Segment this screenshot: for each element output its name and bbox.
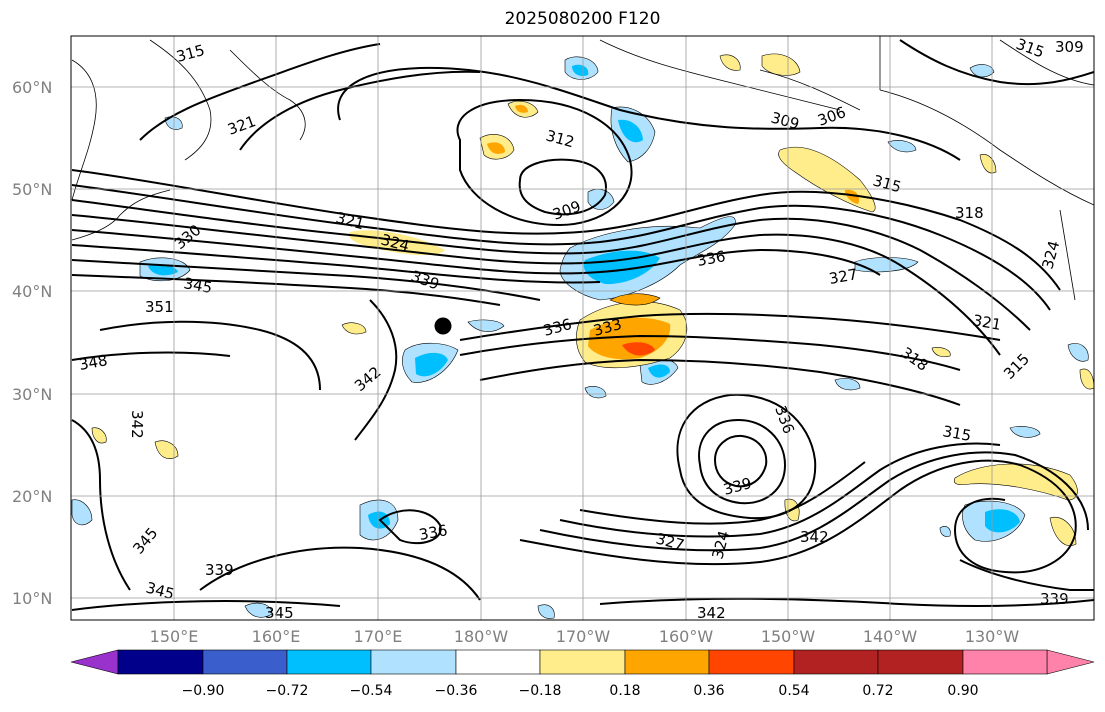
contour-label-342-d: 342 [697, 604, 726, 622]
contour-label-348: 348 [78, 351, 109, 374]
contour-label-345-d: 345 [265, 604, 294, 622]
colorbar-tick: −0.72 [265, 683, 309, 699]
location-marker [434, 317, 452, 335]
colorbar-tick: 0.54 [778, 683, 810, 699]
colorbar-segment [455, 649, 541, 675]
lat-label-10n: 10°N [12, 589, 53, 608]
lon-label-170w: 170°W [555, 627, 611, 646]
colorbar-segment [539, 649, 626, 675]
colorbar-tick: 0.72 [862, 683, 894, 699]
colorbar-tick: 0.90 [947, 683, 979, 699]
thickness-contours [71, 39, 1094, 611]
colorbar-segment [962, 649, 1048, 675]
lat-label-20n: 20°N [12, 487, 53, 506]
contour-label-339-d: 339 [1040, 590, 1069, 608]
contour-label-327: 327 [828, 265, 859, 288]
colorbar-segment [117, 649, 204, 675]
lat-label-40n: 40°N [12, 282, 53, 301]
colorbar-segment [793, 649, 879, 675]
lon-label-150e: 150°E [149, 627, 199, 646]
lat-label-60n: 60°N [12, 78, 53, 97]
lon-label-150w: 150°W [760, 627, 816, 646]
contour-label-321-c: 321 [971, 311, 1002, 334]
colorbar-extend-low [70, 649, 119, 675]
contour-label-336-d: 336 [418, 521, 449, 544]
colorbar-segment [877, 649, 964, 675]
contour-label-309-c: 309 [1055, 38, 1084, 56]
colorbar-segment [624, 649, 710, 675]
lon-label-140w: 140°W [862, 627, 918, 646]
contour-label-318: 318 [955, 204, 984, 222]
map-frame [70, 35, 1095, 621]
contour-label-339-c: 339 [205, 561, 234, 579]
colorbar-tick: −0.36 [434, 683, 478, 699]
colorbar-segment [286, 649, 372, 675]
lon-label-170e: 170°E [353, 627, 403, 646]
colorbar-tick: 0.18 [609, 683, 641, 699]
colorbar-tick: 0.36 [693, 683, 725, 699]
contour-label-342-b: 342 [128, 410, 146, 439]
colorbar-segment [370, 649, 457, 675]
lat-label-50n: 50°N [12, 180, 53, 199]
colorbar-segment [708, 649, 795, 675]
colorbar [70, 649, 1095, 675]
lat-label-30n: 30°N [12, 385, 53, 404]
colorbar-tick: −0.18 [518, 683, 562, 699]
colorbar-tick: −0.90 [181, 683, 225, 699]
lon-label-130w: 130°W [964, 627, 1020, 646]
lon-label-160e: 160°E [251, 627, 301, 646]
colorbar-tick: −0.54 [349, 683, 393, 699]
lon-label-160w: 160°W [658, 627, 714, 646]
colorbar-segment [202, 649, 288, 675]
contour-label-336: 336 [696, 247, 727, 270]
contour-label-342-c: 342 [800, 528, 829, 546]
colorbar-extend-high [1046, 649, 1095, 675]
contour-label-315-e: 315 [941, 422, 972, 445]
lon-label-180w: 180°W [453, 627, 509, 646]
contour-label-351: 351 [145, 298, 174, 316]
gridlines [71, 36, 1094, 620]
map-title: 2025080200 F120 [504, 9, 661, 29]
